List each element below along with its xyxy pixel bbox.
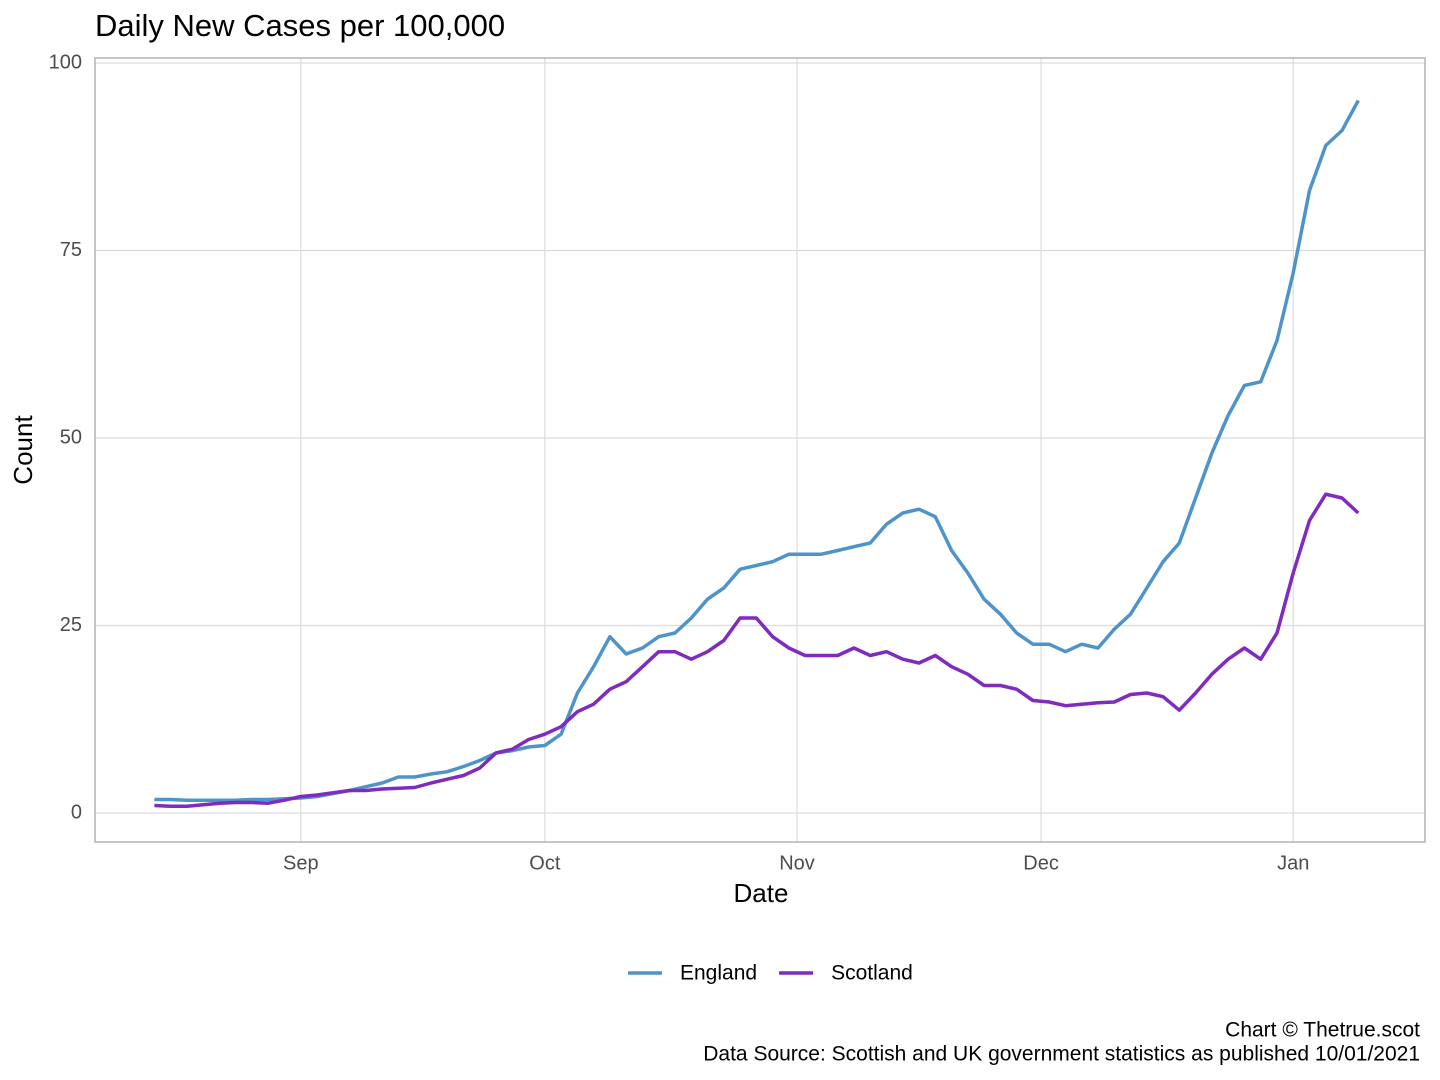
x-tick-label: Nov <box>779 852 815 874</box>
x-axis-title: Date <box>734 878 789 908</box>
y-tick-label: 50 <box>60 426 82 448</box>
legend-label: Scotland <box>831 962 913 985</box>
y-axis-title: Count <box>8 415 38 485</box>
series-line <box>154 492 1360 808</box>
series-line <box>154 99 1360 802</box>
panel-border <box>94 57 1426 843</box>
x-tick-label: Dec <box>1023 852 1059 874</box>
chart-title: Daily New Cases per 100,000 <box>95 8 505 43</box>
caption: Data Source: Scottish and UK government … <box>703 1043 1420 1066</box>
legend-label: England <box>680 962 757 985</box>
y-tick-label: 0 <box>71 801 82 823</box>
x-tick-label: Jan <box>1277 852 1309 874</box>
y-tick-label: 25 <box>60 614 82 636</box>
caption: Chart © Thetrue.scot <box>1225 1019 1420 1042</box>
x-tick-label: Sep <box>283 852 319 874</box>
y-tick-label: 75 <box>60 239 82 261</box>
y-tick-label: 100 <box>49 51 82 73</box>
x-tick-label: Oct <box>529 852 561 874</box>
